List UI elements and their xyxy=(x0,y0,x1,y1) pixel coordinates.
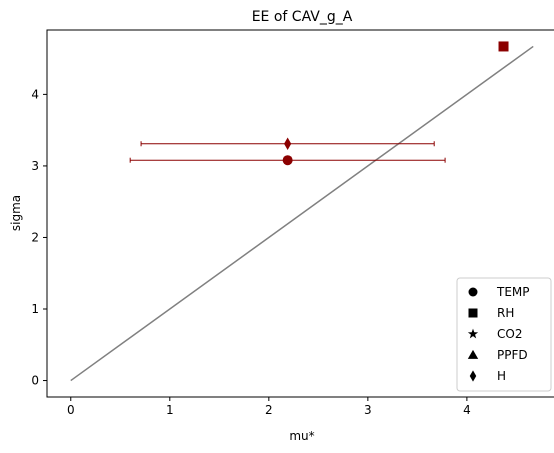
reference-line xyxy=(70,45,534,382)
plot-frame xyxy=(46,29,554,398)
y-tick-label: 0 xyxy=(31,374,39,388)
x-tick-label: 4 xyxy=(463,403,471,417)
x-tick-label: 3 xyxy=(364,403,372,417)
legend-label: H xyxy=(497,369,506,383)
y-tick-label: 4 xyxy=(31,87,39,101)
legend-marker-rh xyxy=(468,308,478,318)
legend-label: RH xyxy=(497,306,514,320)
legend-marker-h xyxy=(469,370,477,382)
legend-marker-ppfd xyxy=(467,349,479,359)
legend-label: TEMP xyxy=(496,285,530,299)
chart-title: EE of CAV_g_A xyxy=(252,9,353,25)
legend: TEMP RH CO2 PPFD H xyxy=(456,277,552,392)
x-tick-label: 0 xyxy=(67,403,75,417)
x-tick-label: 2 xyxy=(265,403,273,417)
x-tick-label: 1 xyxy=(166,403,174,417)
y-tick-label: 3 xyxy=(31,159,39,173)
plot-layer xyxy=(70,41,534,382)
y-tick-label: 2 xyxy=(31,230,39,244)
legend-marker-co2 xyxy=(467,328,479,339)
legend-label: PPFD xyxy=(497,348,528,362)
y-axis-label: sigma xyxy=(9,195,23,231)
axis-layer: 0 1 2 3 4 0 1 2 3 4 xyxy=(31,87,470,417)
point-rh xyxy=(498,41,509,52)
y-tick-label: 1 xyxy=(31,302,39,316)
point-h xyxy=(284,137,292,150)
legend-marker-temp xyxy=(468,287,478,297)
x-axis-label: mu* xyxy=(289,429,314,443)
legend-label: CO2 xyxy=(497,327,522,341)
point-temp xyxy=(282,155,293,166)
legend-box xyxy=(456,277,552,392)
